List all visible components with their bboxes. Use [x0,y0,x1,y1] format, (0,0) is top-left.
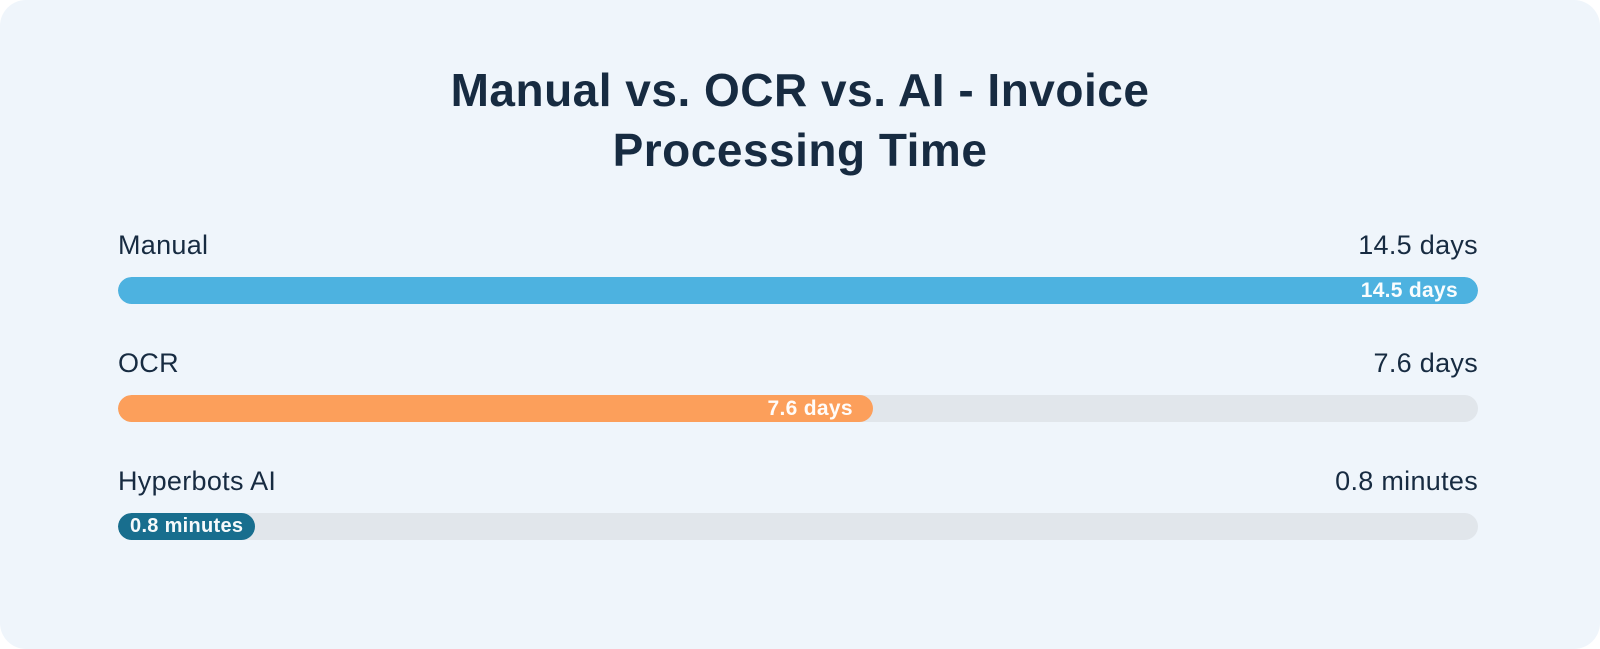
row-value-ocr: 7.6 days [1373,348,1478,378]
chart-row-hyperbots-ai: Hyperbots AI 0.8 minutes 0.8 minutes [118,466,1478,540]
row-value-manual: 14.5 days [1358,230,1478,260]
bar-inner-label-manual: 14.5 days [1360,278,1458,302]
row-label-ocr: OCR [118,348,179,378]
row-head: Manual 14.5 days [118,230,1478,261]
chart-row-manual: Manual 14.5 days 14.5 days [118,230,1478,304]
row-label-manual: Manual [118,230,209,260]
row-head: Hyperbots AI 0.8 minutes [118,466,1478,497]
bar-fill-hyperbots-ai: 0.8 minutes [118,513,256,540]
bar-track-manual: 14.5 days [118,277,1478,304]
bar-fill-ocr: 7.6 days [118,395,873,422]
bar-track-ocr: 7.6 days [118,395,1478,422]
bar-track-hyperbots-ai: 0.8 minutes [118,513,1478,540]
bar-inner-label-hyperbots-ai: 0.8 minutes [130,515,244,537]
chart-title: Manual vs. OCR vs. AI - Invoice Processi… [0,0,1600,180]
row-head: OCR 7.6 days [118,348,1478,379]
row-value-hyperbots-ai: 0.8 minutes [1335,466,1478,496]
chart-title-line-1: Manual vs. OCR vs. AI - Invoice [450,64,1150,116]
row-label-hyperbots-ai: Hyperbots AI [118,466,277,496]
bar-fill-manual: 14.5 days [118,277,1478,304]
chart-title-line-2: Processing Time [612,124,988,176]
bar-inner-label-ocr: 7.6 days [767,396,853,420]
chart-row-ocr: OCR 7.6 days 7.6 days [118,348,1478,422]
bar-rows: Manual 14.5 days 14.5 days OCR 7.6 days … [0,230,1600,540]
